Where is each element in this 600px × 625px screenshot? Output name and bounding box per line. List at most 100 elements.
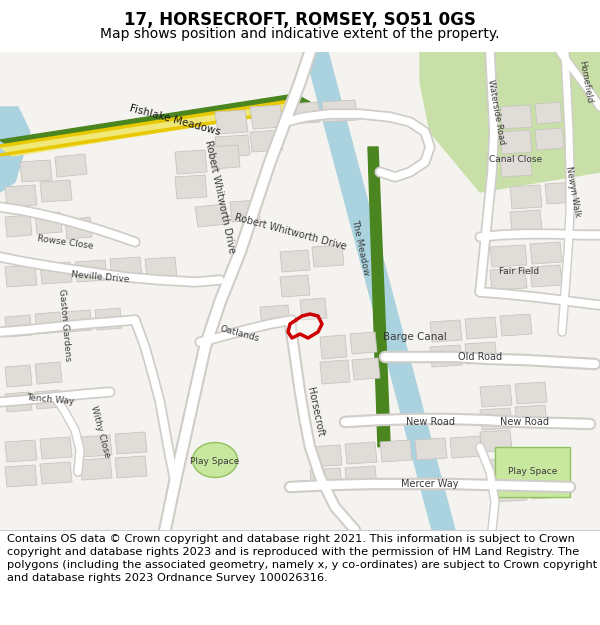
Text: Rowse Close: Rowse Close [37, 234, 94, 251]
Polygon shape [312, 245, 344, 267]
Polygon shape [530, 242, 562, 264]
Polygon shape [430, 320, 462, 342]
Polygon shape [250, 105, 283, 129]
Polygon shape [280, 275, 310, 297]
Text: Contains OS data © Crown copyright and database right 2021. This information is : Contains OS data © Crown copyright and d… [7, 534, 598, 583]
Polygon shape [320, 335, 347, 359]
Polygon shape [465, 342, 497, 364]
Polygon shape [322, 100, 357, 122]
Text: Canal Close: Canal Close [490, 156, 542, 164]
Polygon shape [490, 458, 527, 480]
Text: Homefield: Homefield [577, 60, 593, 104]
Polygon shape [500, 130, 532, 154]
Polygon shape [310, 468, 342, 490]
Polygon shape [80, 458, 112, 480]
Polygon shape [65, 217, 92, 239]
Text: Oatlands: Oatlands [220, 324, 260, 344]
Polygon shape [35, 312, 62, 334]
Polygon shape [530, 477, 564, 499]
Polygon shape [510, 210, 542, 232]
Polygon shape [35, 212, 62, 234]
Text: Play Space: Play Space [190, 458, 239, 466]
Polygon shape [5, 315, 32, 337]
Polygon shape [380, 440, 412, 462]
Polygon shape [345, 466, 377, 488]
Polygon shape [515, 405, 547, 427]
Text: New Road: New Road [500, 417, 550, 427]
Text: New Road: New Road [406, 417, 455, 427]
Text: Waterside Road: Waterside Road [486, 79, 506, 145]
Polygon shape [115, 456, 147, 478]
Polygon shape [5, 440, 37, 462]
Text: Barge Canal: Barge Canal [383, 332, 447, 342]
Polygon shape [40, 437, 72, 459]
Text: Fishlake Meadows: Fishlake Meadows [128, 103, 221, 137]
Text: The Meadow: The Meadow [350, 218, 370, 276]
Polygon shape [0, 108, 304, 156]
Polygon shape [40, 180, 72, 202]
Polygon shape [20, 160, 52, 182]
Polygon shape [288, 314, 322, 338]
Polygon shape [210, 145, 240, 169]
Polygon shape [465, 317, 497, 339]
Polygon shape [75, 260, 107, 282]
Polygon shape [5, 465, 37, 487]
Polygon shape [490, 268, 527, 290]
Polygon shape [415, 438, 447, 460]
Polygon shape [0, 94, 310, 150]
Polygon shape [215, 135, 250, 157]
Polygon shape [40, 262, 72, 284]
Polygon shape [480, 430, 512, 452]
Polygon shape [40, 462, 72, 484]
Polygon shape [490, 480, 527, 502]
Text: Robert Whitworth Drive: Robert Whitworth Drive [233, 213, 347, 252]
Text: Map shows position and indicative extent of the property.: Map shows position and indicative extent… [100, 26, 500, 41]
Polygon shape [480, 408, 512, 430]
Polygon shape [510, 185, 542, 209]
Polygon shape [230, 200, 260, 222]
Text: Play Space: Play Space [508, 468, 557, 476]
Ellipse shape [193, 442, 238, 478]
Text: Tench Way: Tench Way [26, 393, 74, 407]
Bar [495, 447, 570, 497]
Polygon shape [115, 432, 147, 454]
Polygon shape [280, 250, 310, 272]
Polygon shape [0, 107, 30, 192]
Text: Neville Drive: Neville Drive [71, 270, 130, 284]
Polygon shape [530, 265, 562, 287]
Text: Horsecroft: Horsecroft [305, 386, 325, 438]
Polygon shape [345, 442, 377, 464]
Polygon shape [110, 257, 142, 279]
Polygon shape [288, 102, 320, 124]
Polygon shape [320, 360, 350, 384]
Polygon shape [95, 308, 122, 330]
Polygon shape [250, 130, 283, 152]
Polygon shape [5, 185, 37, 207]
Polygon shape [430, 345, 462, 367]
Polygon shape [420, 52, 600, 192]
Polygon shape [5, 215, 32, 237]
Polygon shape [55, 154, 87, 177]
Polygon shape [545, 182, 577, 204]
Text: 17, HORSECROFT, ROMSEY, SO51 0GS: 17, HORSECROFT, ROMSEY, SO51 0GS [124, 11, 476, 29]
Polygon shape [305, 52, 455, 530]
Polygon shape [5, 265, 37, 287]
Polygon shape [0, 107, 18, 167]
Polygon shape [310, 445, 342, 467]
Polygon shape [480, 385, 512, 407]
Polygon shape [175, 175, 207, 199]
Polygon shape [5, 365, 32, 387]
Polygon shape [515, 382, 547, 404]
Text: Gaston Gardens: Gaston Gardens [58, 288, 73, 362]
Polygon shape [535, 102, 562, 124]
Polygon shape [5, 392, 32, 412]
Polygon shape [35, 390, 62, 409]
Polygon shape [352, 358, 380, 380]
Polygon shape [35, 362, 62, 384]
Polygon shape [80, 435, 112, 457]
Text: Old Road: Old Road [458, 352, 502, 362]
Text: Mercer Way: Mercer Way [401, 479, 459, 489]
Polygon shape [300, 298, 327, 320]
Polygon shape [450, 436, 482, 458]
Text: Robert Whitworth Drive: Robert Whitworth Drive [203, 139, 237, 254]
